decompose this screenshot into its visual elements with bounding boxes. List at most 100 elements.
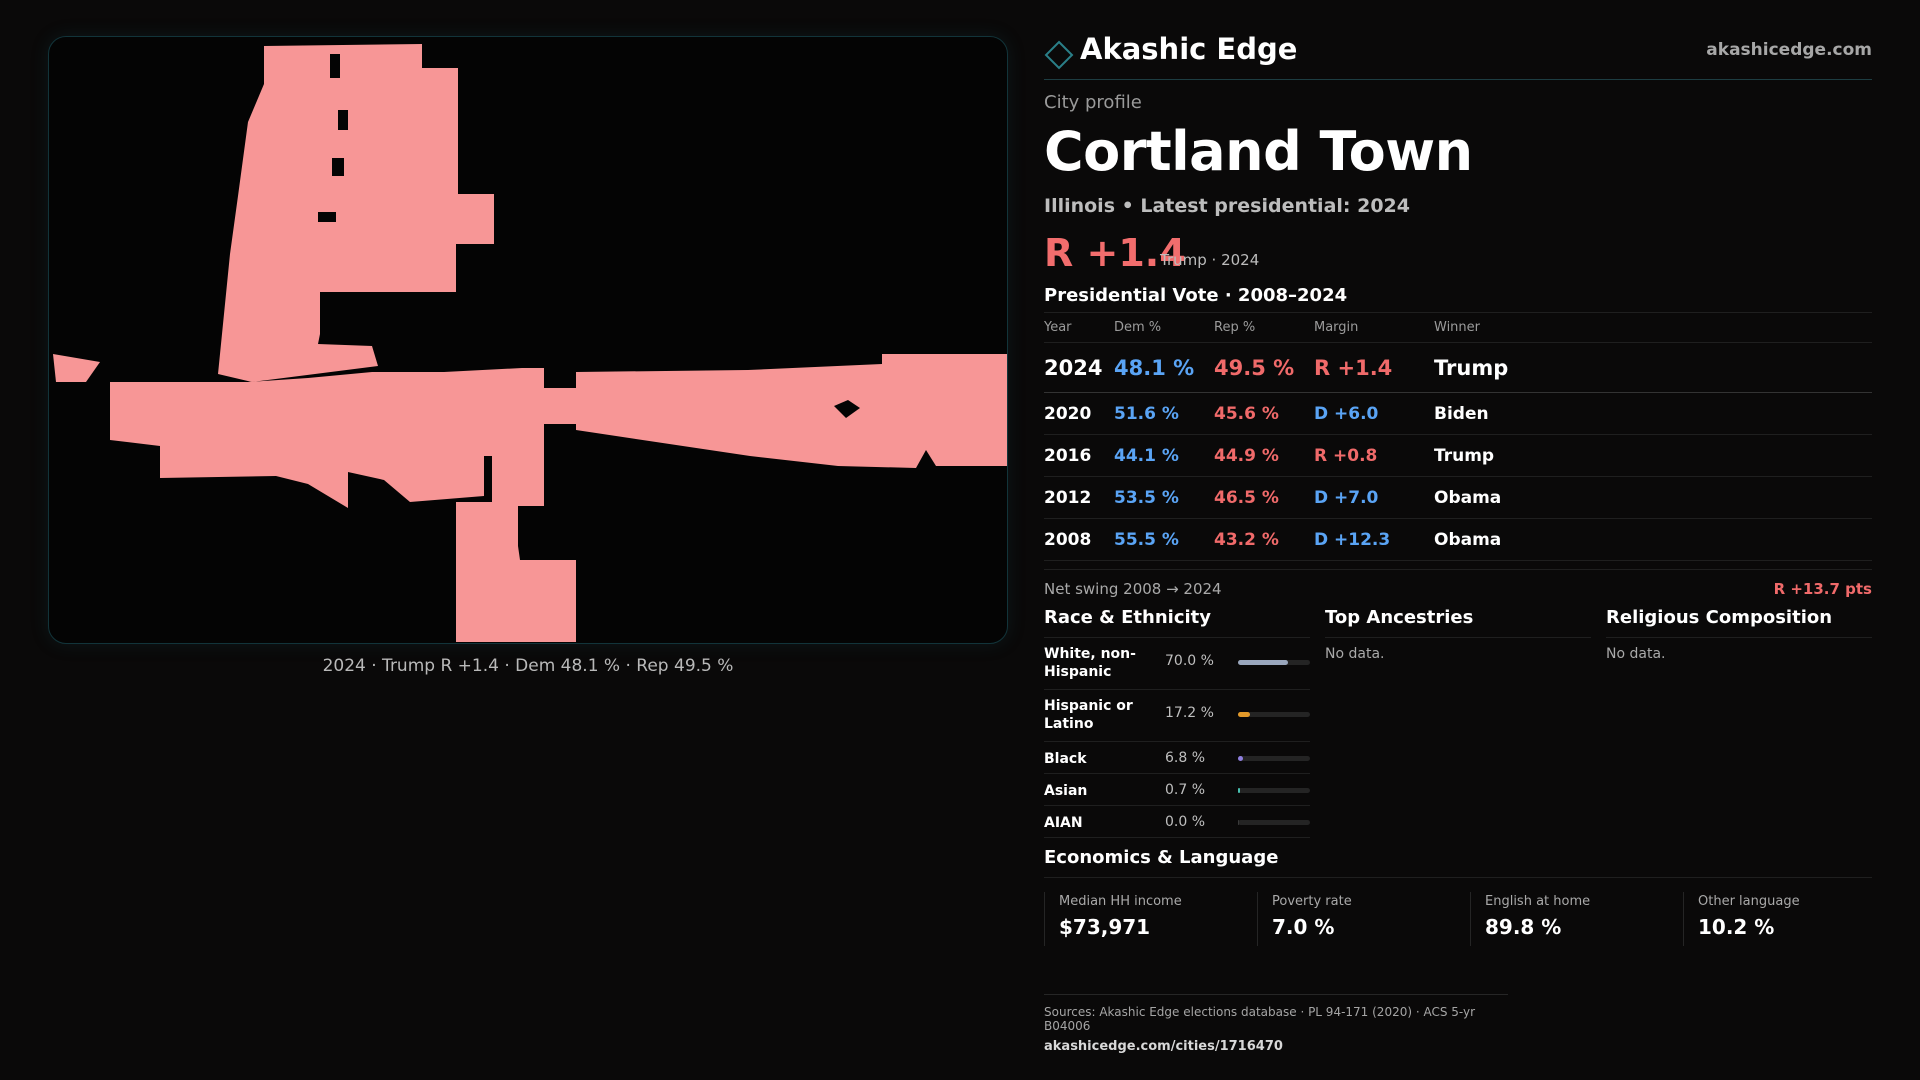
header-rep: Rep % bbox=[1214, 312, 1314, 343]
race-row: Asian 0.7 % bbox=[1044, 774, 1310, 806]
race-bar-fill bbox=[1238, 660, 1289, 665]
sources-text: Sources: Akashic Edge elections database… bbox=[1044, 1005, 1476, 1033]
row-margin: R +0.8 bbox=[1314, 434, 1434, 477]
demographics-columns: Race & Ethnicity White, non-Hispanic 70.0… bbox=[1044, 607, 1872, 847]
race-percent: 6.8 % bbox=[1165, 750, 1206, 766]
race-ethnicity-title: Race & Ethnicity bbox=[1044, 607, 1310, 638]
row-year: 2024 bbox=[1044, 342, 1114, 393]
headline-margin: R +1.4 Trump · 2024 bbox=[1044, 231, 1872, 275]
stat-value: 7.0 % bbox=[1272, 915, 1335, 939]
race-list: White, non-Hispanic 70.0 % Hispanic or Lat… bbox=[1044, 638, 1310, 838]
page-url-link[interactable]: akashicedge.com/cities/1716470 bbox=[1044, 1039, 1283, 1054]
race-bar-track bbox=[1238, 820, 1310, 825]
race-label: White, non-Hispanic bbox=[1044, 646, 1136, 680]
brand-url-link[interactable]: akashicedge.com bbox=[1706, 40, 1872, 60]
row-rep: 45.6 % bbox=[1214, 392, 1314, 435]
net-swing: Net swing 2008 → 2024 R +13.7 pts bbox=[1044, 569, 1872, 603]
row-year: 2008 bbox=[1044, 518, 1114, 561]
header-margin: Margin bbox=[1314, 312, 1434, 343]
table-row: 2008 55.5 % 43.2 % D +12.3 Obama bbox=[1044, 518, 1872, 561]
stat-value: 89.8 % bbox=[1485, 915, 1562, 939]
presidential-vote-table: Year Dem % Rep % Margin Winner 2024 48.1… bbox=[1044, 312, 1872, 561]
map-holes bbox=[318, 54, 860, 418]
city-boundary-map bbox=[53, 44, 1007, 642]
economics-stats: Median HH income $73,971 Poverty rate 7.… bbox=[1044, 892, 1872, 964]
ancestries-section: Top Ancestries No data. bbox=[1325, 607, 1591, 662]
row-dem: 53.5 % bbox=[1114, 476, 1214, 519]
race-bar-fill bbox=[1238, 712, 1251, 717]
profile-panel: Akashic Edge akashicedge.com City profil… bbox=[1044, 30, 1872, 964]
table-header-row: Year Dem % Rep % Margin Winner bbox=[1044, 312, 1872, 343]
stat-label: Poverty rate bbox=[1272, 894, 1352, 909]
row-rep: 49.5 % bbox=[1214, 342, 1314, 393]
race-bar-fill bbox=[1238, 788, 1240, 793]
state-subline: Illinois • Latest presidential: 2024 bbox=[1044, 195, 1411, 217]
race-ethnicity-section: Race & Ethnicity White, non-Hispanic 70.0… bbox=[1044, 607, 1310, 838]
row-year: 2012 bbox=[1044, 476, 1114, 519]
race-bar-track bbox=[1238, 756, 1310, 761]
margin-caption: Trump · 2024 bbox=[1160, 251, 1260, 269]
row-margin: R +1.4 bbox=[1314, 342, 1434, 393]
stat-poverty-rate: Poverty rate 7.0 % bbox=[1257, 892, 1457, 946]
race-row: Black 6.8 % bbox=[1044, 742, 1310, 774]
footer: Sources: Akashic Edge elections database… bbox=[1044, 994, 1508, 1054]
table-row: 2024 48.1 % 49.5 % R +1.4 Trump bbox=[1044, 342, 1872, 393]
brand-name: Akashic Edge bbox=[1080, 32, 1298, 66]
row-dem: 51.6 % bbox=[1114, 392, 1214, 435]
row-year: 2020 bbox=[1044, 392, 1114, 435]
race-bar-track bbox=[1238, 712, 1310, 717]
brand-header: Akashic Edge akashicedge.com bbox=[1044, 30, 1872, 80]
row-winner: Obama bbox=[1434, 518, 1872, 561]
religion-empty: No data. bbox=[1606, 646, 1666, 662]
header-winner: Winner bbox=[1434, 312, 1872, 343]
swing-value: R +13.7 pts bbox=[1773, 580, 1872, 598]
row-dem: 48.1 % bbox=[1114, 342, 1214, 393]
stat-label: English at home bbox=[1485, 894, 1591, 909]
diamond-logo-icon bbox=[1044, 40, 1074, 70]
presidential-vote-title: Presidential Vote · 2008–2024 bbox=[1044, 285, 1348, 306]
header-year: Year bbox=[1044, 312, 1114, 343]
margin-value: R +1.4 bbox=[1044, 231, 1186, 275]
precinct-shapes bbox=[53, 44, 1007, 642]
race-percent: 0.0 % bbox=[1165, 814, 1206, 830]
row-margin: D +12.3 bbox=[1314, 518, 1434, 561]
eyebrow-label: City profile bbox=[1044, 92, 1142, 113]
stat-other-language: Other language 10.2 % bbox=[1683, 892, 1883, 946]
race-bar-fill bbox=[1238, 756, 1243, 761]
row-margin: D +7.0 bbox=[1314, 476, 1434, 519]
city-map[interactable] bbox=[48, 36, 1008, 644]
header-dem: Dem % bbox=[1114, 312, 1214, 343]
race-label: Black bbox=[1044, 751, 1087, 767]
economics-title: Economics & Language bbox=[1044, 847, 1872, 878]
race-row: Hispanic or Latino 17.2 % bbox=[1044, 690, 1310, 742]
row-dem: 55.5 % bbox=[1114, 518, 1214, 561]
race-label: Hispanic or Latino bbox=[1044, 698, 1133, 732]
race-percent: 17.2 % bbox=[1165, 705, 1214, 721]
religion-section: Religious Composition No data. bbox=[1606, 607, 1872, 662]
row-rep: 43.2 % bbox=[1214, 518, 1314, 561]
ancestries-title: Top Ancestries bbox=[1325, 607, 1591, 638]
religion-title: Religious Composition bbox=[1606, 607, 1872, 638]
ancestries-empty: No data. bbox=[1325, 646, 1385, 662]
row-rep: 46.5 % bbox=[1214, 476, 1314, 519]
row-dem: 44.1 % bbox=[1114, 434, 1214, 477]
table-row: 2020 51.6 % 45.6 % D +6.0 Biden bbox=[1044, 392, 1872, 435]
row-winner: Biden bbox=[1434, 392, 1872, 435]
table-row: 2016 44.1 % 44.9 % R +0.8 Trump bbox=[1044, 434, 1872, 477]
stat-value: $73,971 bbox=[1059, 915, 1151, 939]
stat-label: Other language bbox=[1698, 894, 1800, 909]
page-title: Cortland Town bbox=[1044, 120, 1473, 183]
row-winner: Trump bbox=[1434, 434, 1872, 477]
map-caption: 2024 · Trump R +1.4 · Dem 48.1 % · Rep 4… bbox=[322, 656, 734, 676]
stat-label: Median HH income bbox=[1059, 894, 1182, 909]
row-winner: Trump bbox=[1434, 342, 1872, 393]
race-bar-track bbox=[1238, 660, 1310, 665]
race-bar-track bbox=[1238, 788, 1310, 793]
row-winner: Obama bbox=[1434, 476, 1872, 519]
stat-english-at-home: English at home 89.8 % bbox=[1470, 892, 1670, 946]
row-margin: D +6.0 bbox=[1314, 392, 1434, 435]
race-label: Asian bbox=[1044, 783, 1088, 799]
stat-value: 10.2 % bbox=[1698, 915, 1775, 939]
race-row: White, non-Hispanic 70.0 % bbox=[1044, 638, 1310, 690]
